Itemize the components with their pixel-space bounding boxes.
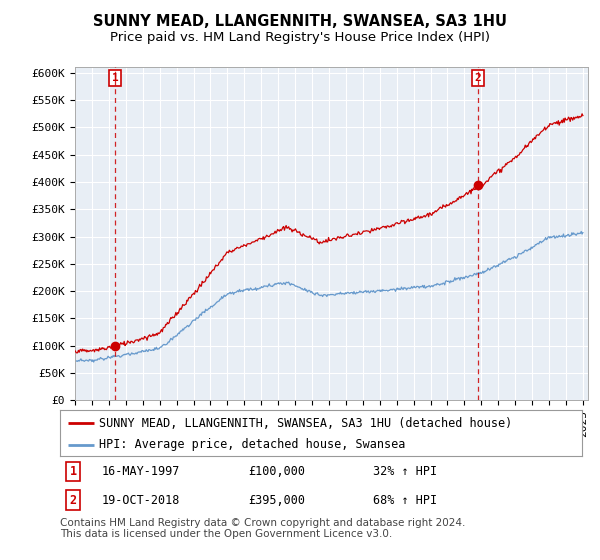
Text: £100,000: £100,000 <box>248 465 305 478</box>
Text: 1: 1 <box>112 73 119 83</box>
Text: HPI: Average price, detached house, Swansea: HPI: Average price, detached house, Swan… <box>99 438 406 451</box>
Text: Contains HM Land Registry data © Crown copyright and database right 2024.: Contains HM Land Registry data © Crown c… <box>60 518 466 528</box>
Text: 16-MAY-1997: 16-MAY-1997 <box>102 465 180 478</box>
Text: 2: 2 <box>70 494 77 507</box>
Text: 19-OCT-2018: 19-OCT-2018 <box>102 494 180 507</box>
Text: 32% ↑ HPI: 32% ↑ HPI <box>373 465 437 478</box>
Text: 1: 1 <box>70 465 77 478</box>
Text: SUNNY MEAD, LLANGENNITH, SWANSEA, SA3 1HU (detached house): SUNNY MEAD, LLANGENNITH, SWANSEA, SA3 1H… <box>99 417 512 430</box>
Text: Price paid vs. HM Land Registry's House Price Index (HPI): Price paid vs. HM Land Registry's House … <box>110 31 490 44</box>
Text: This data is licensed under the Open Government Licence v3.0.: This data is licensed under the Open Gov… <box>60 529 392 539</box>
Text: 2: 2 <box>475 73 481 83</box>
Text: 68% ↑ HPI: 68% ↑ HPI <box>373 494 437 507</box>
Text: SUNNY MEAD, LLANGENNITH, SWANSEA, SA3 1HU: SUNNY MEAD, LLANGENNITH, SWANSEA, SA3 1H… <box>93 14 507 29</box>
Text: £395,000: £395,000 <box>248 494 305 507</box>
